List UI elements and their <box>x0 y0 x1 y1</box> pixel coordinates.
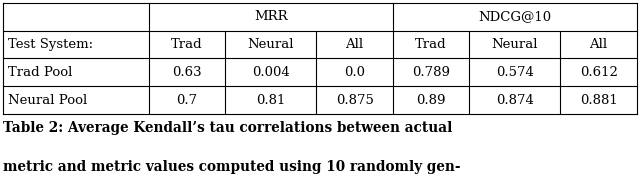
Text: 0.881: 0.881 <box>580 94 618 107</box>
Text: Neural Pool: Neural Pool <box>8 94 88 107</box>
Text: 0.789: 0.789 <box>412 66 450 79</box>
Text: 0.874: 0.874 <box>496 94 534 107</box>
Text: 0.0: 0.0 <box>344 66 365 79</box>
Text: All: All <box>346 38 364 51</box>
Text: Trad: Trad <box>172 38 203 51</box>
Text: 0.574: 0.574 <box>496 66 534 79</box>
Text: 0.63: 0.63 <box>172 66 202 79</box>
Text: 0.89: 0.89 <box>416 94 446 107</box>
Text: 0.7: 0.7 <box>177 94 198 107</box>
Text: MRR: MRR <box>254 10 287 23</box>
Text: All: All <box>589 38 607 51</box>
Text: Trad Pool: Trad Pool <box>8 66 73 79</box>
Text: Neural: Neural <box>492 38 538 51</box>
Text: Neural: Neural <box>248 38 294 51</box>
Text: metric and metric values computed using 10 randomly gen-: metric and metric values computed using … <box>3 160 461 174</box>
Text: 0.004: 0.004 <box>252 66 290 79</box>
Text: 0.81: 0.81 <box>256 94 285 107</box>
Text: NDCG@10: NDCG@10 <box>478 10 552 23</box>
Text: Trad: Trad <box>415 38 447 51</box>
Text: Test System:: Test System: <box>8 38 93 51</box>
Text: 0.612: 0.612 <box>580 66 618 79</box>
Text: Table 2: Average Kendall’s tau correlations between actual: Table 2: Average Kendall’s tau correlati… <box>3 121 452 135</box>
Text: 0.875: 0.875 <box>335 94 374 107</box>
